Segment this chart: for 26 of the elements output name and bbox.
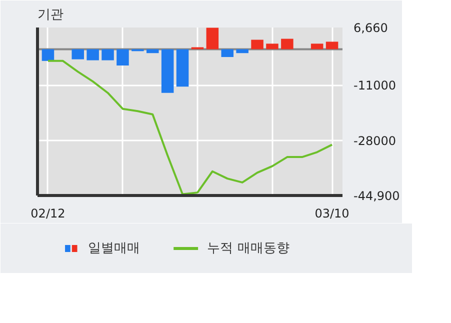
- bar: [206, 28, 219, 50]
- bar: [281, 38, 294, 50]
- bar: [72, 49, 84, 60]
- bar: [266, 44, 278, 50]
- bar: [176, 49, 189, 87]
- y-tick-label: 6,660: [354, 21, 388, 35]
- y-tick-label: -28000: [354, 134, 396, 148]
- bar: [86, 49, 99, 60]
- x-tick-label: 02/12: [30, 206, 66, 220]
- bar: [42, 49, 54, 61]
- x-tick-label: 03/10: [314, 206, 350, 220]
- y-tick-label: -44,900: [354, 189, 400, 203]
- bar: [102, 49, 114, 60]
- bar: [326, 42, 338, 50]
- y-tick-label: -11000: [354, 78, 396, 93]
- bar: [310, 44, 324, 50]
- line-series: [46, 60, 334, 196]
- bar: [161, 49, 174, 93]
- legend-label: 일별매매: [88, 241, 140, 256]
- bar: [221, 49, 234, 58]
- bar: [236, 49, 248, 54]
- chart-title: 기관: [38, 8, 64, 22]
- bar: [146, 49, 159, 54]
- bar: [116, 49, 129, 66]
- legend-label: 누적 매매동향: [207, 241, 290, 256]
- bar: [251, 40, 264, 50]
